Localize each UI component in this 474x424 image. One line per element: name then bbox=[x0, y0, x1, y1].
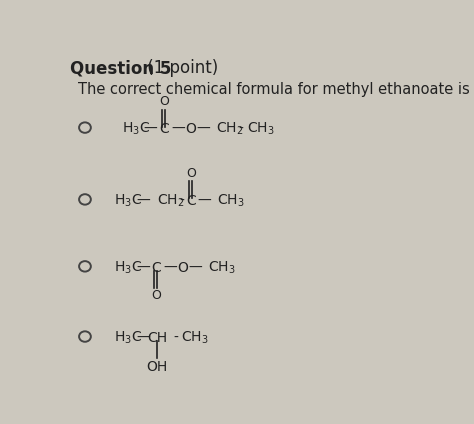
Text: $\mathregular{CH_2}$: $\mathregular{CH_2}$ bbox=[156, 193, 184, 209]
Text: -: - bbox=[238, 122, 244, 136]
Text: —: — bbox=[189, 261, 202, 275]
Text: O: O bbox=[186, 167, 196, 180]
Text: —: — bbox=[171, 122, 185, 136]
Text: -: - bbox=[179, 194, 184, 208]
Text: O: O bbox=[177, 261, 188, 275]
Text: CH: CH bbox=[147, 331, 167, 345]
Text: —: — bbox=[137, 331, 150, 345]
Text: —: — bbox=[198, 194, 211, 208]
Text: $\mathregular{CH_3}$: $\mathregular{CH_3}$ bbox=[217, 193, 245, 209]
Text: $\mathregular{CH_3}$: $\mathregular{CH_3}$ bbox=[181, 330, 209, 346]
Text: —: — bbox=[163, 261, 177, 275]
Text: —: — bbox=[137, 194, 150, 208]
Text: $\mathregular{H_3C}$: $\mathregular{H_3C}$ bbox=[114, 330, 143, 346]
Text: $\mathregular{H_3C}$: $\mathregular{H_3C}$ bbox=[114, 260, 143, 276]
Text: O: O bbox=[159, 95, 169, 108]
Text: —: — bbox=[144, 122, 157, 136]
Text: $\mathregular{CH_3}$: $\mathregular{CH_3}$ bbox=[246, 121, 274, 137]
Text: Question 5: Question 5 bbox=[70, 59, 172, 77]
Text: O: O bbox=[185, 122, 196, 136]
Text: $\mathregular{H_3C}$: $\mathregular{H_3C}$ bbox=[114, 193, 143, 209]
Text: $\mathregular{H_3C}$: $\mathregular{H_3C}$ bbox=[122, 121, 150, 137]
Text: -: - bbox=[173, 331, 178, 345]
Text: OH: OH bbox=[146, 360, 168, 374]
Text: C: C bbox=[186, 194, 196, 208]
Text: (1 point): (1 point) bbox=[142, 59, 218, 77]
Text: $\mathregular{CH_3}$: $\mathregular{CH_3}$ bbox=[209, 260, 236, 276]
Text: C: C bbox=[159, 122, 169, 136]
Text: —: — bbox=[197, 122, 210, 136]
Text: $\mathregular{CH_2}$: $\mathregular{CH_2}$ bbox=[217, 121, 244, 137]
Text: O: O bbox=[151, 289, 161, 302]
Text: —: — bbox=[137, 261, 150, 275]
Text: The correct chemical formula for methyl ethanoate is: The correct chemical formula for methyl … bbox=[78, 82, 469, 97]
Text: C: C bbox=[151, 261, 161, 275]
